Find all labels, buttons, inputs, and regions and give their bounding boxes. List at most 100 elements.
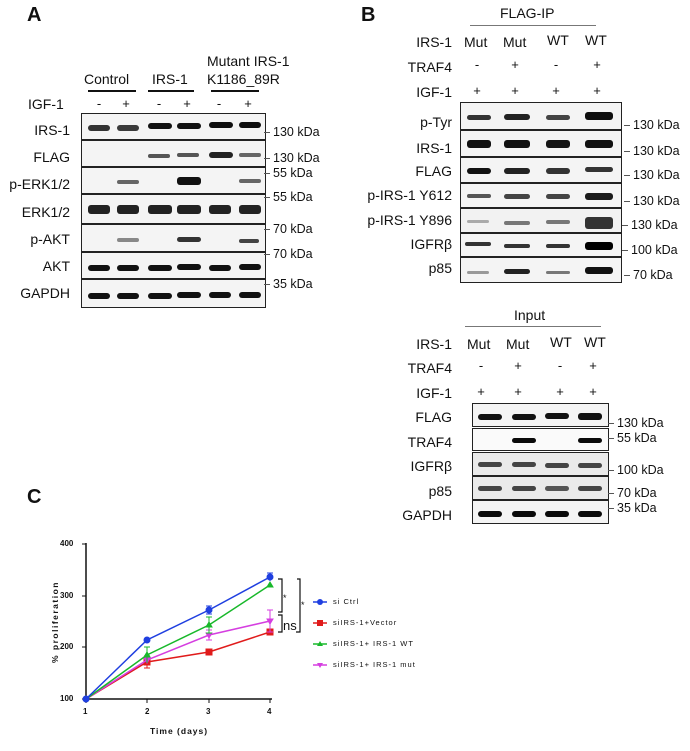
ip-blot-p85: [460, 257, 622, 283]
ip-sign: +: [511, 57, 519, 72]
treatment-sign: +: [183, 96, 191, 111]
panel-b-letter: B: [361, 4, 376, 26]
ip-sign: +: [511, 83, 519, 98]
input-blot-label: FLAG: [415, 409, 452, 425]
kda-marker: 130 kDa: [624, 118, 680, 132]
y-tick: 400: [60, 539, 74, 548]
x-axis-label: Time (days): [150, 726, 209, 736]
ip-sign: +: [593, 83, 601, 98]
ip-cond: WT: [547, 32, 569, 48]
input-underline: [465, 326, 601, 327]
y-tick: 100: [60, 694, 74, 703]
panel-c-letter: C: [27, 486, 42, 508]
ip-cond: WT: [585, 32, 607, 48]
kda-marker: 35 kDa: [608, 501, 657, 515]
ip-row-label: TRAF4: [407, 59, 452, 75]
ip-cond: Mut: [503, 34, 527, 50]
kda-marker: 35 kDa: [264, 277, 313, 291]
ip-sign: +: [593, 57, 601, 72]
legend-label: si Ctrl: [333, 597, 360, 606]
legend-markers: [313, 599, 327, 668]
kda-marker: 130 kDa: [608, 416, 664, 430]
input-sign: +: [514, 384, 522, 399]
x-tick: 4: [267, 707, 272, 716]
ip-title: FLAG-IP: [500, 5, 555, 21]
input-sign: +: [589, 384, 597, 399]
blot-p-erk: [81, 167, 266, 194]
y-tick: 200: [60, 642, 74, 651]
input-sign: +: [477, 384, 485, 399]
ip-blot-ptyr: [460, 102, 622, 130]
x-tick: 3: [206, 707, 211, 716]
input-sign: +: [556, 384, 564, 399]
input-blot-p85: [472, 476, 609, 500]
ip-blot-p-irs1-y612: [460, 183, 622, 208]
treatment-sign: -: [156, 96, 162, 111]
input-cond: Mut: [506, 336, 530, 352]
blot-label: IRS-1: [34, 122, 70, 138]
kda-marker: 55 kDa: [264, 190, 313, 204]
treatment-label: IGF-1: [28, 96, 64, 112]
input-sign: -: [478, 358, 484, 373]
sig-outer: *: [301, 600, 305, 610]
ip-cond: Mut: [464, 34, 488, 50]
input-cond: WT: [584, 334, 606, 350]
legend-label: siIRS-1+ IRS-1 mut: [333, 660, 416, 669]
treatment-sign: +: [122, 96, 130, 111]
kda-marker: 130 kDa: [624, 194, 680, 208]
kda-marker: 100 kDa: [622, 243, 678, 257]
group-underline: [211, 90, 259, 92]
legend-label: siIRS-1+ IRS-1 WT: [333, 639, 414, 648]
ip-blot-label: p-IRS-1 Y896: [367, 212, 452, 228]
input-blot-label: GAPDH: [402, 507, 452, 523]
kda-marker: 100 kDa: [608, 463, 664, 477]
kda-marker: 55 kDa: [608, 431, 657, 445]
blot-label: FLAG: [33, 149, 70, 165]
input-row-label: IGF-1: [416, 385, 452, 401]
input-blot-flag: [472, 403, 609, 427]
group-label-mutant-line1: Mutant IRS-1: [207, 53, 290, 69]
input-blot-igfrb: [472, 452, 609, 476]
blot-p-akt: [81, 224, 266, 252]
ip-sign: -: [553, 57, 559, 72]
series-wt: [85, 581, 274, 700]
kda-marker: 70 kDa: [264, 222, 313, 236]
x-tick: 2: [145, 707, 150, 716]
ip-blot-label: IGFRβ: [410, 236, 453, 252]
kda-marker: 70 kDa: [264, 247, 313, 261]
input-sign: -: [557, 358, 563, 373]
input-sign: +: [589, 358, 597, 373]
group-label-control: Control: [84, 71, 130, 87]
input-cond: Mut: [467, 336, 491, 352]
ip-blot-label: FLAG: [415, 163, 452, 179]
series-si-ctrl: [82, 572, 274, 703]
treatment-sign: -: [96, 96, 102, 111]
ip-blot-flag: [460, 157, 622, 183]
ip-row-label: IGF-1: [416, 84, 452, 100]
blot-label: AKT: [42, 258, 70, 274]
input-sign: +: [514, 358, 522, 373]
ip-sign: +: [552, 83, 560, 98]
ip-blot-label: p-Tyr: [420, 114, 452, 130]
group-underline: [148, 90, 194, 92]
panel-a-letter: A: [27, 4, 42, 26]
ip-blot-label: p85: [428, 260, 452, 276]
group-label-mutant-line2: K1186_89R: [207, 71, 280, 87]
input-title: Input: [514, 307, 546, 323]
kda-marker: 55 kDa: [264, 166, 313, 180]
blot-label: p-ERK1/2: [9, 176, 70, 192]
y-axis-label: % proliferation: [50, 581, 60, 664]
input-blot-label: TRAF4: [407, 434, 452, 450]
ip-blot-label: p-IRS-1 Y612: [367, 187, 452, 203]
treatment-sign: -: [216, 96, 222, 111]
kda-marker: 130 kDa: [624, 168, 680, 182]
ip-sign: -: [474, 57, 480, 72]
blot-label: p-AKT: [30, 231, 70, 247]
kda-marker: 70 kDa: [624, 268, 673, 282]
ip-sign: +: [473, 83, 481, 98]
kda-marker: 130 kDa: [264, 125, 320, 139]
ip-blot-label: IRS-1: [416, 140, 452, 156]
blot-label: ERK1/2: [21, 204, 70, 220]
ip-blot-irs1: [460, 130, 622, 157]
